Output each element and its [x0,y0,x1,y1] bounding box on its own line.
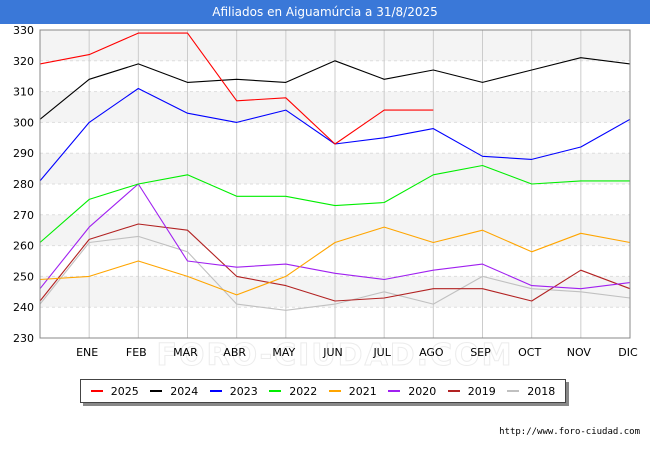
legend-swatch [90,390,103,392]
x-tick-labels: ENE FEB MAR ABR MAY JUN JUL AGO SEP OCT NOV DIC [76,346,638,359]
legend-item-2025: 2025 [90,384,139,398]
x-tick-label: FEB [126,346,147,359]
series-lines [39,32,631,311]
legend-swatch [388,390,401,392]
y-tick-label: 290 [13,147,34,160]
legend-item-2021: 2021 [328,384,377,398]
legend-item-2024: 2024 [150,385,198,398]
y-tick-label: 240 [13,301,34,314]
legend-label: 2022 [289,384,318,398]
x-tick-label: MAR [173,346,198,359]
legend-item-2022: 2022 [269,385,317,398]
legend-label: 2021 [348,384,377,398]
x-tick-label: DIC [618,346,638,359]
legend-label: 2023 [229,384,258,398]
series-line-2018 [39,235,631,311]
legend-swatch [209,390,222,392]
series-line-2021 [39,226,631,296]
x-tick-label: NOV [567,346,592,359]
legend-item-2020: 2020 [388,385,436,398]
legend-item-2023: 2023 [209,384,258,398]
legend-swatch [269,390,282,392]
y-tick-label: 300 [13,116,34,129]
legend-label: 2019 [467,384,496,398]
series-line-2019 [39,223,631,302]
y-tick-label: 280 [13,178,34,191]
chart-title: Afiliados en Aiguamúrcia a 31/8/2025 [0,0,650,24]
y-tick-label: 320 [13,55,34,68]
series-line-2024 [39,57,631,120]
y-tick-label: 260 [13,240,34,253]
legend-label: 2025 [110,384,139,398]
source-credit: http://www.foro-ciudad.com [499,427,640,437]
y-tick-label: 310 [13,86,34,99]
x-tick-label: OCT [518,346,541,359]
x-tick-label: ENE [76,346,98,359]
legend-swatch [150,390,163,392]
legend-label: 2024 [170,384,199,398]
legend: 2025 2024 2023 2022 2021 2020 2019 2018 [80,379,566,403]
legend-swatch [447,390,460,392]
watermark: FORO-CIUDAD.COM [157,338,514,373]
x-tick-label: ABR [223,346,246,359]
axes [39,29,631,339]
legend-label: 2018 [527,384,556,398]
y-tick-label: 230 [13,332,34,345]
legend-swatch [328,390,341,392]
legend-item-2018: 2018 [507,385,555,398]
x-tick-label: MAY [272,346,295,359]
y-tick-label: 330 [13,24,34,37]
y-tick-label: 250 [13,270,34,283]
series-line-2025 [39,32,434,145]
x-tick-label: JUN [322,346,343,359]
y-tick-label: 270 [13,209,34,222]
series-line-2022 [39,164,630,243]
legend-item-2019: 2019 [447,384,496,398]
plot-frame [39,29,631,339]
y-tick-labels: 230 240 250 260 270 280 290 300 310 320 330 [13,24,34,345]
x-tick-label: JUL [372,346,391,359]
legend-label: 2020 [408,384,437,398]
x-tick-label: AGO [419,346,444,359]
legend-swatch [507,390,520,392]
x-tick-label: SEP [470,346,491,359]
